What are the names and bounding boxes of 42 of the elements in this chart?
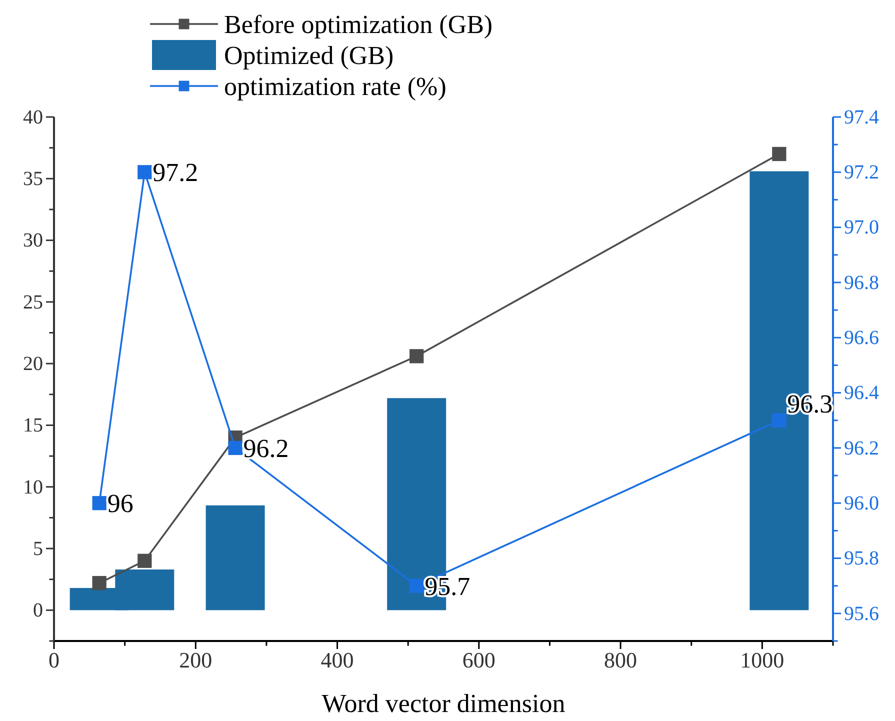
point — [138, 165, 152, 180]
y-tick-label: 40 — [23, 106, 43, 128]
y2-tick-label: 96.8 — [844, 272, 879, 294]
point — [92, 496, 106, 510]
y2-tick-label: 97.2 — [844, 162, 879, 184]
bar — [206, 505, 265, 610]
legend-label: Optimized (GB) — [224, 41, 394, 70]
y2-tick-label: 96.6 — [844, 327, 879, 350]
legend-label: Before optimization (GB) — [224, 10, 493, 39]
text: 95.6 — [844, 602, 879, 625]
data-label: 97.2 — [152, 158, 198, 188]
y2-tick-label: 97.0 — [844, 216, 879, 239]
y-tick-label: 30 — [23, 230, 43, 252]
x-axis-title: Word vector dimension — [322, 689, 566, 718]
y2-tick-label: 96.2 — [844, 437, 879, 460]
y-tick-label: 35 — [23, 168, 43, 190]
y-tick-label: 10 — [23, 476, 43, 498]
point — [410, 349, 424, 364]
point — [772, 146, 786, 162]
data-label: 96 — [107, 489, 134, 518]
y-tick-label: 15 — [23, 414, 43, 437]
y2-tick-label: 96.4 — [844, 382, 879, 404]
data-label: 96.2 — [243, 434, 289, 463]
x-tick-label: 800 — [604, 648, 638, 673]
point — [772, 413, 786, 428]
x-tick-label: 400 — [320, 648, 354, 673]
y2-tick-label: 97.4 — [844, 106, 879, 128]
x-tick-label: 0 — [48, 648, 60, 673]
x-tick-label: 200 — [179, 648, 212, 673]
x-tick-label: 600 — [462, 648, 496, 673]
y2-tick-label: 96.0 — [844, 492, 879, 515]
y2-tick-label: 95.8 — [844, 548, 879, 570]
point — [228, 440, 242, 456]
point — [138, 554, 152, 568]
x-tick-label: 1000 — [740, 648, 784, 673]
point — [410, 578, 424, 593]
y-tick-label: 25 — [23, 291, 43, 314]
y-tick-label: 20 — [23, 352, 43, 375]
legend-label: optimization rate (%) — [224, 72, 446, 101]
y-tick-label: 5 — [33, 538, 43, 560]
y-tick-label: 0 — [33, 600, 43, 622]
point — [92, 576, 106, 590]
